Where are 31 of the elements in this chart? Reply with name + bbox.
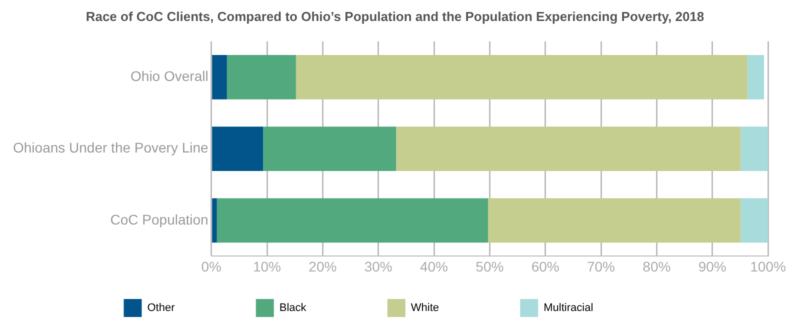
x-tick-label: 60% — [531, 258, 560, 274]
x-tick-label: 80% — [642, 258, 671, 274]
legend-label: Multiracial — [544, 302, 654, 314]
y-tick-label: Ohio Overall — [130, 68, 208, 84]
bar — [747, 55, 764, 100]
x-tick-label: 70% — [586, 258, 616, 274]
x-tick-label: 90% — [698, 258, 726, 274]
legend-label: White — [410, 302, 500, 314]
bar — [212, 126, 264, 171]
bar — [212, 198, 217, 243]
legend-label: Other — [147, 302, 236, 314]
bar — [396, 126, 741, 171]
bar — [263, 126, 396, 171]
bar — [296, 55, 748, 100]
y-tick-label: CoC Population — [110, 211, 208, 228]
x-tick-label: 10% — [252, 258, 282, 274]
bar — [226, 55, 296, 100]
bar — [740, 126, 768, 171]
x-tick-label: 40% — [420, 258, 448, 274]
legend-label: Black — [279, 302, 368, 314]
x-tick-label: 0% — [201, 258, 222, 274]
bar — [488, 198, 741, 243]
x-tick-label: 30% — [364, 258, 392, 274]
bar — [216, 198, 488, 243]
chart-title: Race of CoC Clients, Compared to Ohio’s Population and the Population Experiencing Poverty, 2018 — [84, 8, 706, 26]
bar — [740, 198, 768, 243]
x-tick-label: 100% — [750, 258, 786, 274]
y-tick-label: Ohioans Under the Povery Line — [12, 140, 209, 156]
x-tick-label: 20% — [308, 258, 337, 274]
bar — [212, 55, 227, 100]
x-tick-label: 50% — [476, 258, 504, 274]
